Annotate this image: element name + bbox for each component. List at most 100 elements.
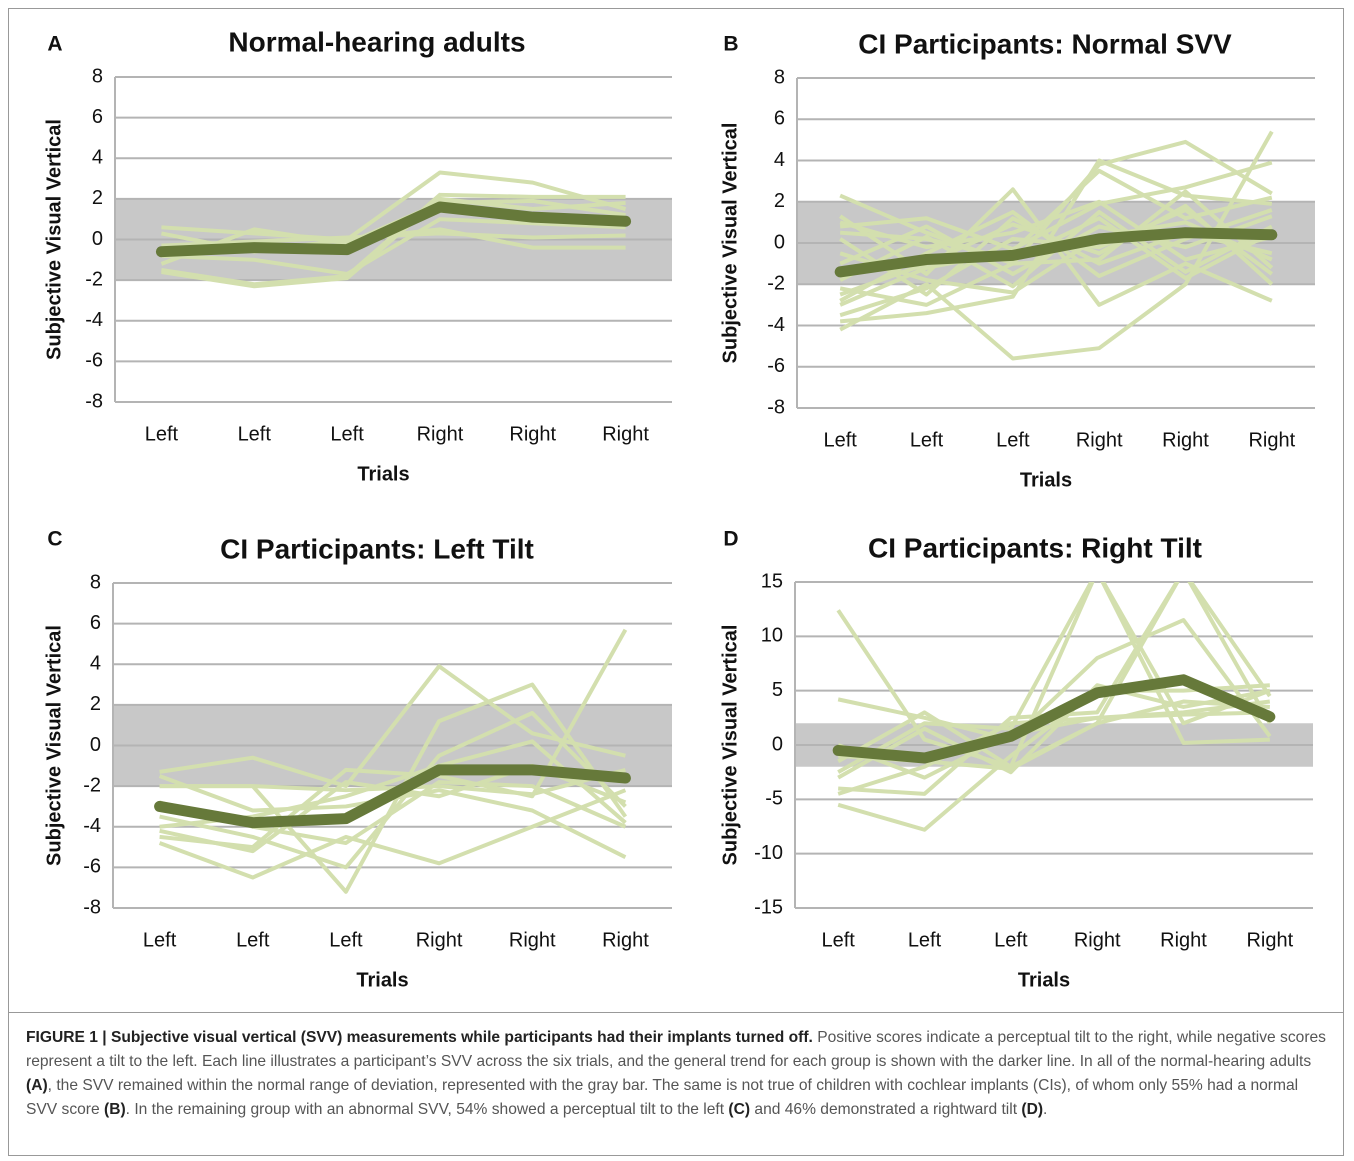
participant-line: [161, 231, 626, 248]
y-tick-label: 6: [92, 106, 103, 128]
y-tick-label: 15: [761, 570, 783, 592]
y-tick-label: 5: [772, 679, 783, 701]
caption-text: .: [1043, 1101, 1048, 1118]
y-axis-label: Subjective Visual Vertical: [719, 625, 741, 866]
x-tick-label: Right: [602, 929, 649, 951]
trend-line: [154, 764, 631, 829]
y-tick-label: -8: [85, 390, 103, 412]
x-tick-label: Left: [145, 423, 179, 445]
x-tick-label: Left: [994, 929, 1028, 951]
x-tick-label: Left: [823, 429, 857, 451]
y-tick-label: 0: [92, 228, 103, 250]
y-tick-label: 10: [761, 625, 783, 647]
panel-letter: D: [723, 528, 738, 551]
lines: [154, 628, 631, 894]
x-tick-label: Right: [1076, 429, 1123, 451]
caption-text: Positive scores indicate a perceptual ti…: [26, 1029, 1326, 1070]
x-tick-label: Right: [1248, 429, 1295, 451]
y-tick-label: -6: [83, 856, 101, 878]
y-tick-label: 6: [90, 612, 101, 634]
trend-line: [834, 227, 1278, 278]
y-axis-label: Subjective Visual Vertical: [43, 625, 65, 866]
y-tick-label: -8: [83, 896, 101, 918]
x-tick-label: Right: [417, 423, 464, 445]
caption-text: (D): [1021, 1101, 1044, 1118]
panel: C CI Participants: Left Tilt -8 -6 -4 -2 0 2 4 6 8…: [43, 528, 672, 991]
y-tick-label: -4: [83, 815, 101, 837]
y-tick-label: -10: [754, 842, 783, 864]
participant-line: [161, 196, 626, 289]
y-tick-label: 0: [772, 733, 783, 755]
lines: [832, 582, 1276, 832]
panel: D CI Participants: Right Tilt -15 -10 -5 0 5 10…: [719, 528, 1313, 991]
panel-letter: B: [723, 33, 738, 56]
participant-line: [836, 582, 1270, 769]
trend-line: [832, 674, 1276, 764]
y-axis-label: Subjective Visual Vertical: [43, 119, 65, 360]
y-tick-label: 2: [92, 187, 103, 209]
chart-title: CI Participants: Normal SVV: [858, 28, 1232, 59]
participant-line: [161, 217, 626, 277]
caption: FIGURE 1 | Subjective visual vertical (S…: [26, 1026, 1332, 1122]
participant-line: [839, 199, 1273, 262]
y-tick-label: 2: [90, 693, 101, 715]
figure: A Normal-hearing adults -8 -6 -4 -2 0 2 4 6 8 Left L…: [43, 26, 1315, 991]
caption-text: (A): [26, 1077, 48, 1094]
panel: A Normal-hearing adults -8 -6 -4 -2 0 2 4 6 8 Left L…: [43, 26, 672, 485]
y-tick-label: 4: [92, 147, 103, 169]
participant-line: [839, 160, 1273, 252]
y-tick-label: 8: [92, 65, 103, 87]
y-tick-label: -4: [85, 309, 103, 331]
divider: [8, 1012, 1344, 1013]
y-tick-label: -6: [767, 355, 785, 377]
x-tick-label: Left: [143, 929, 177, 951]
x-tick-label: Right: [509, 423, 556, 445]
y-tick-label: -15: [754, 896, 783, 918]
y-tick-label: -2: [767, 273, 785, 295]
x-tick-label: Right: [1162, 429, 1209, 451]
y-tick-label: -4: [767, 314, 785, 336]
panel-letter: C: [47, 528, 62, 551]
x-tick-label: Left: [236, 929, 270, 951]
y-tick-label: 4: [90, 653, 101, 675]
x-tick-label: Left: [329, 929, 363, 951]
y-tick-label: -5: [765, 788, 783, 810]
y-tick-label: 2: [774, 190, 785, 212]
x-axis-label: Trials: [1020, 469, 1072, 491]
y-tick-label: -2: [85, 268, 103, 290]
participant-line: [837, 683, 1271, 780]
y-tick-label: 4: [774, 149, 785, 171]
x-axis-label: Trials: [1018, 969, 1070, 991]
participant-line: [839, 139, 1273, 266]
y-tick-label: -6: [85, 350, 103, 372]
caption-text: (C): [728, 1101, 751, 1118]
x-tick-label: Right: [1246, 929, 1293, 951]
x-tick-label: Left: [330, 423, 364, 445]
caption-text: and 46% demonstrated a rightward tilt: [750, 1101, 1022, 1118]
y-axis-label: Subjective Visual Vertical: [719, 123, 741, 364]
participant-line: [837, 582, 1271, 774]
participant-line: [158, 788, 627, 880]
lines: [834, 130, 1278, 361]
participant-line: [837, 618, 1272, 742]
lines: [155, 170, 632, 289]
chart-title: CI Participants: Right Tilt: [868, 532, 1202, 563]
y-tick-label: 8: [90, 571, 101, 593]
chart-title: CI Participants: Left Tilt: [220, 533, 534, 564]
caption-text: FIGURE 1 | Subjective visual vertical (S…: [26, 1029, 813, 1046]
panel-letter: A: [47, 33, 62, 56]
x-tick-label: Left: [908, 929, 942, 951]
x-tick-label: Left: [910, 429, 944, 451]
y-tick-label: -8: [767, 396, 785, 418]
x-tick-label: Right: [416, 929, 463, 951]
chart-title: Normal-hearing adults: [228, 26, 525, 57]
x-tick-label: Right: [1160, 929, 1207, 951]
caption-text: . In the remaining group with an abnorma…: [125, 1101, 729, 1118]
y-tick-label: 8: [774, 66, 785, 88]
x-tick-label: Right: [1074, 929, 1121, 951]
participant-line: [159, 664, 626, 789]
figure-frame: [8, 8, 1344, 1156]
participant-line: [161, 170, 627, 242]
x-axis-label: Trials: [357, 463, 409, 485]
